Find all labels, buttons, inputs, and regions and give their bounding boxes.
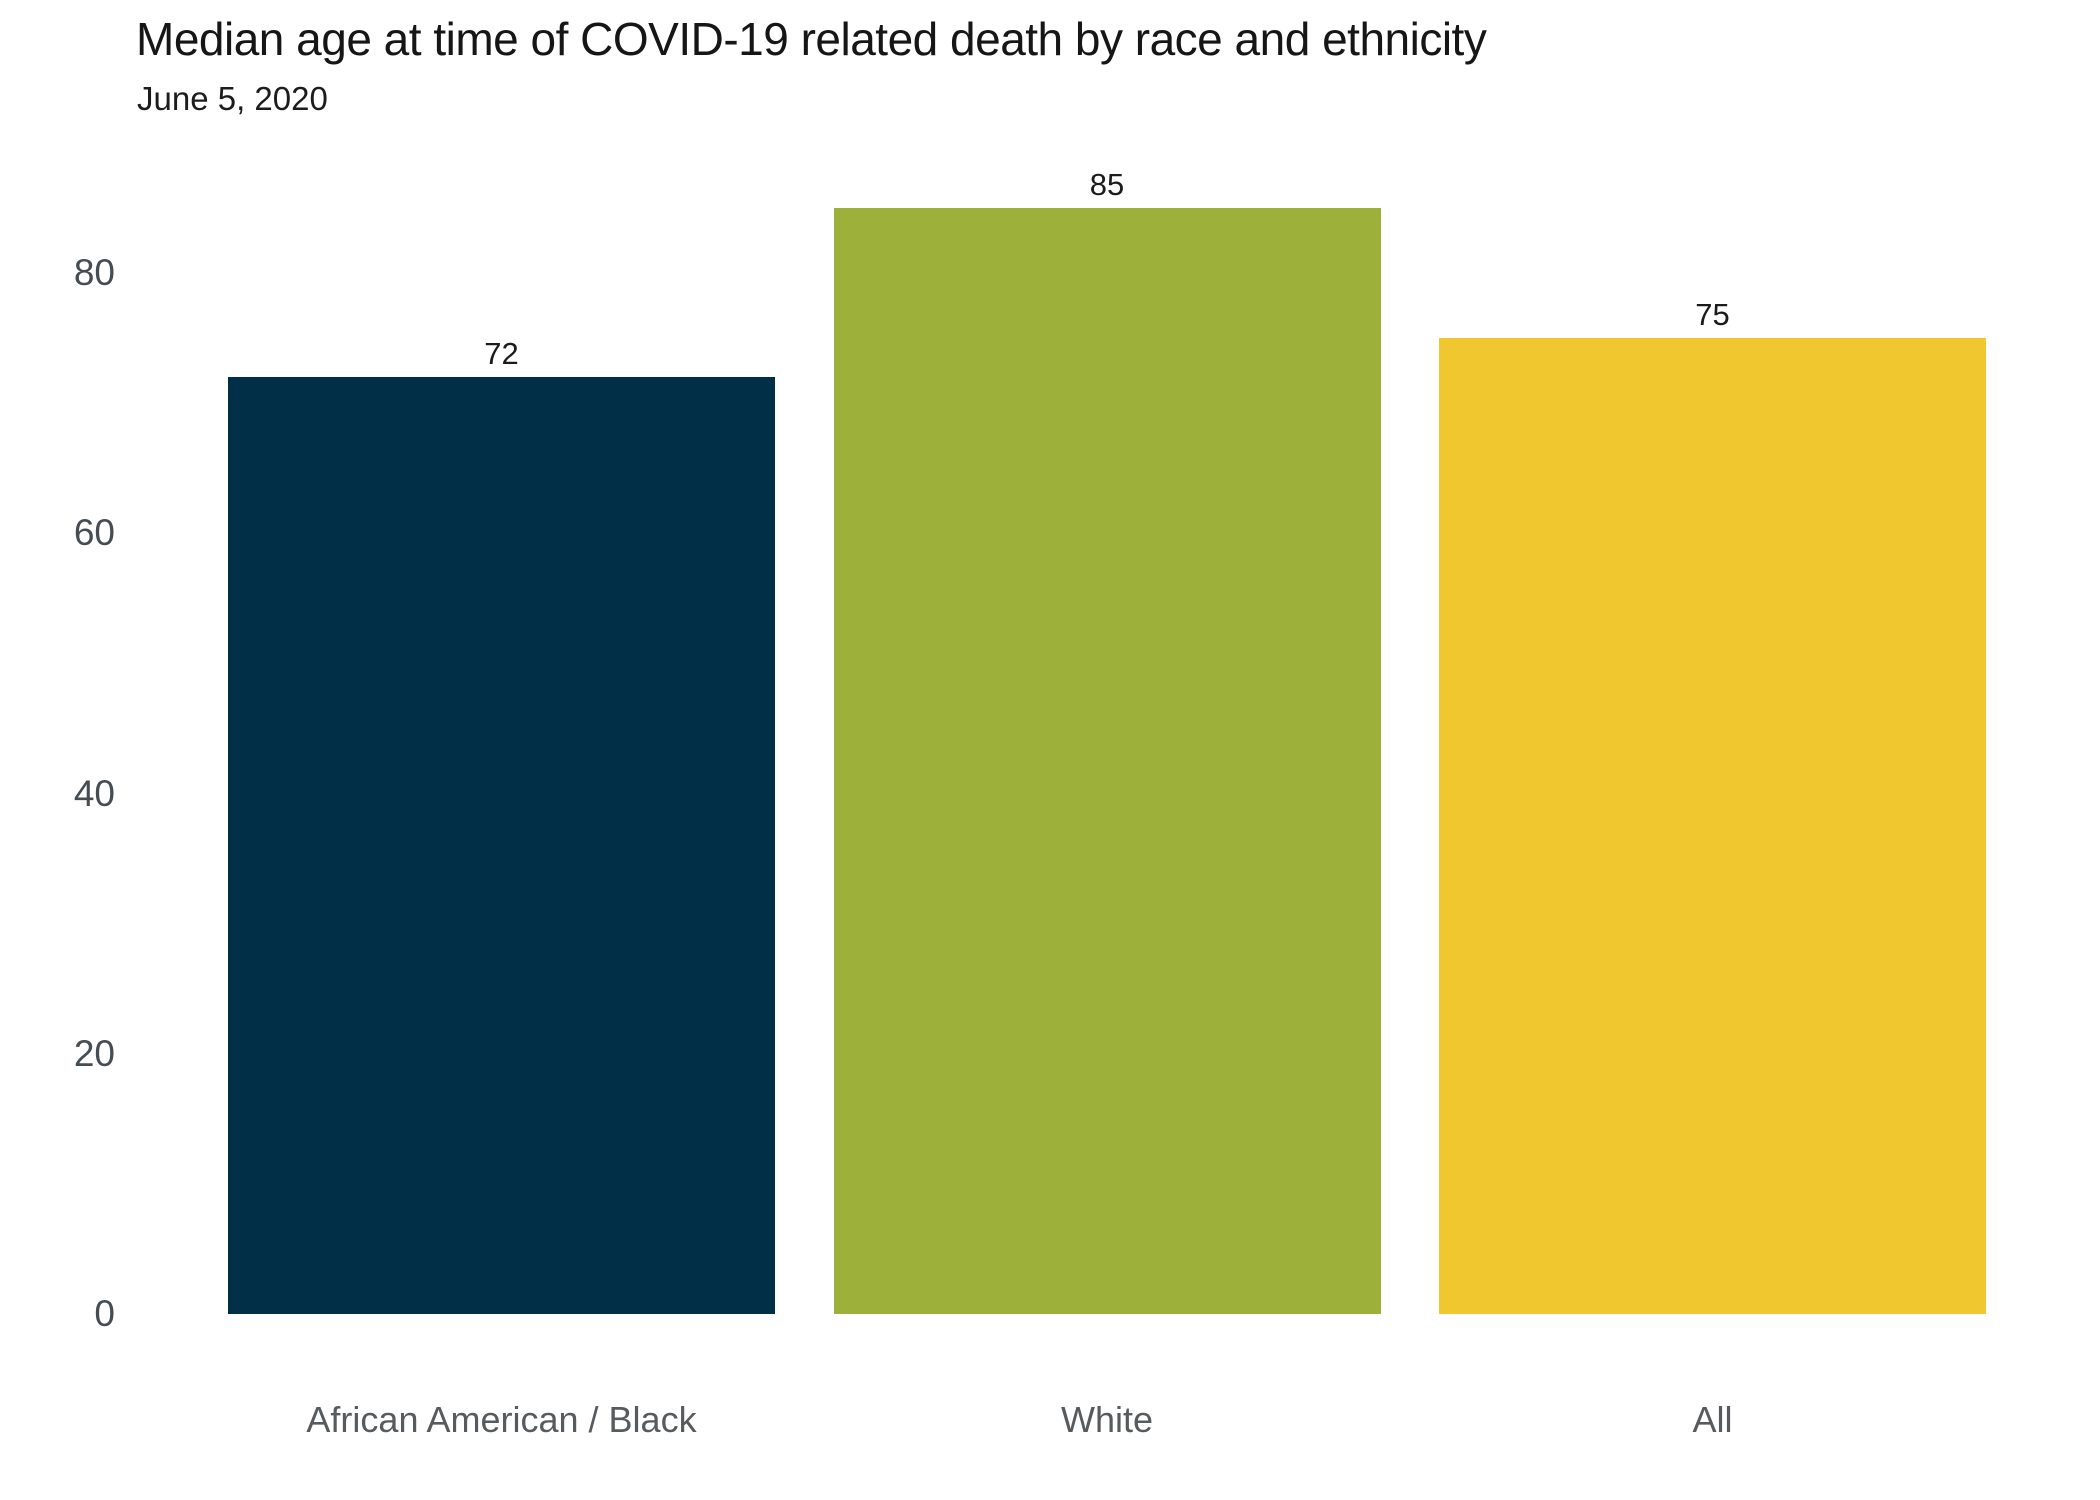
bar-all xyxy=(1439,338,1986,1314)
bar-white xyxy=(833,208,1381,1314)
chart-title: Median age at time of COVID-19 related d… xyxy=(136,13,1487,65)
value-label-african-american-black: 72 xyxy=(484,336,519,372)
y-tick-label-0: 0 xyxy=(94,1293,115,1334)
x-category-label-white: White xyxy=(1060,1399,1154,1440)
chart-subtitle: June 5, 2020 xyxy=(137,80,328,117)
x-category-label-all: All xyxy=(1692,1399,1733,1440)
y-tick-label-80: 80 xyxy=(73,252,115,294)
value-label-all: 75 xyxy=(1695,297,1730,333)
y-tick-label-40: 40 xyxy=(73,772,115,814)
y-tick-label-60: 60 xyxy=(73,512,115,554)
y-tick-label-20: 20 xyxy=(73,1032,115,1074)
x-category-label-african-american-black: African American / Black xyxy=(306,1399,697,1440)
value-label-white: 85 xyxy=(1089,167,1125,203)
bar-african-american-black xyxy=(228,377,775,1314)
